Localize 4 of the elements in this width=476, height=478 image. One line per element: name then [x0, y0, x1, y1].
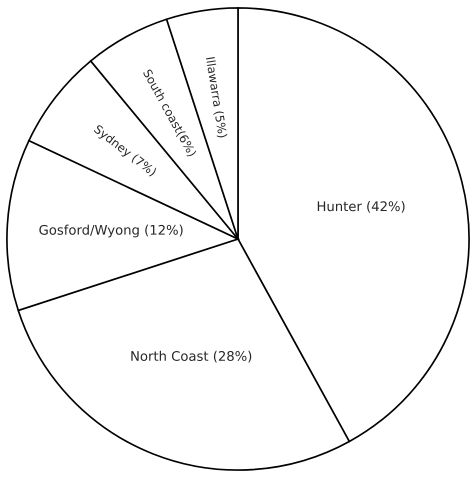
slice-label: North Coast (28%): [131, 350, 252, 363]
slice-label: Gosford/Wyong (12%): [39, 224, 183, 238]
slice-label: Illawarra (5%): [204, 56, 228, 138]
slice-label: Hunter (42%): [318, 201, 405, 213]
